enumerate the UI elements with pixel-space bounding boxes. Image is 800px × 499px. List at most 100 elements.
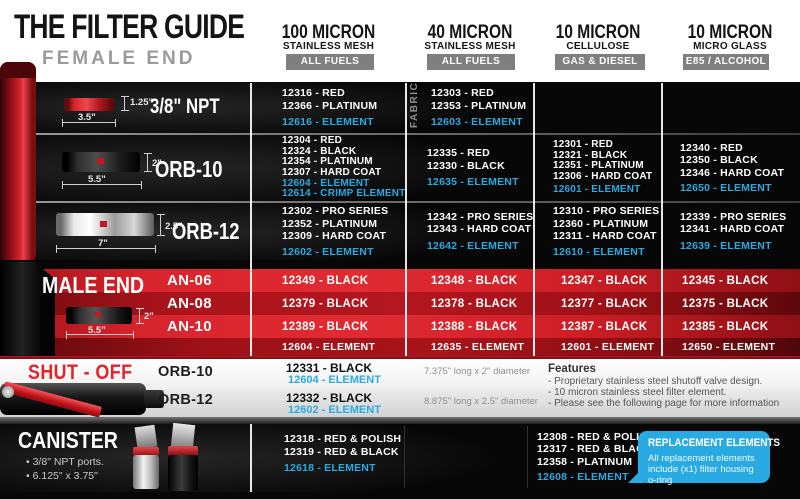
shutoff-part: 12331 - BLACK — [286, 361, 373, 375]
section-title-shutoff: SHUT - OFF — [28, 361, 133, 384]
column-media-100-micron: STAINLESS MESH — [282, 41, 375, 52]
male-part: 12389 - BLACK — [282, 320, 369, 333]
element-number: 12603 - ELEMENT — [431, 116, 523, 129]
feature-item: - Please see the following page for more… — [548, 398, 780, 409]
male-part: 12378 - BLACK — [431, 297, 518, 310]
dimension-height-orb10: 2" — [152, 158, 162, 169]
part-number: 12339 - PRO SERIES — [680, 210, 787, 223]
male-part: 12345 - BLACK — [682, 274, 769, 287]
element-number: 12614 - CRIMP ELEMENT — [282, 188, 406, 200]
column-header-40-micron: 40 MICRON — [427, 22, 513, 43]
cell-orb12-cellulose: 12310 - PRO SERIES 12360 - PLATINUM 1231… — [535, 204, 661, 259]
element-number: 12635 - ELEMENT — [427, 176, 519, 189]
dimension-line — [157, 214, 165, 236]
shutoff-size: 8.875" long x 2.5" diameter — [424, 396, 538, 407]
part-number: 12330 - BLACK — [427, 159, 505, 172]
male-row-bg-an10 — [0, 315, 800, 338]
section-title-canister: CANISTER — [18, 427, 118, 453]
column-divider — [661, 83, 663, 356]
part-number: 12352 - PLATINUM — [282, 217, 378, 230]
male-element: 12635 - ELEMENT — [431, 341, 525, 353]
male-part: 12387 - BLACK — [561, 320, 648, 333]
shutoff-size: 7.375" long x 2" diameter — [424, 366, 531, 377]
shutoff-top-border — [0, 356, 800, 359]
element-number: 12650 - ELEMENT — [680, 182, 772, 194]
column-divider — [250, 424, 252, 492]
cell-orb10-40micron: 12335 - RED 12330 - BLACK 12635 - ELEMEN… — [407, 136, 533, 200]
brand-mark — [100, 221, 107, 227]
male-part: 12385 - BLACK — [682, 320, 769, 333]
part-number: 12318 - RED & POLISH — [284, 433, 402, 446]
cell-orb12-micro-glass: 12339 - PRO SERIES 12341 - HARD COAT 126… — [663, 204, 800, 259]
features-title: Features — [548, 363, 596, 375]
dimension-length-npt: 3.5" — [78, 112, 96, 123]
male-row-bg-an08 — [0, 292, 800, 315]
male-element: 12650 - ELEMENT — [682, 341, 776, 353]
cell-orb10-cellulose: 12301 - RED 12321 - BLACK 12351 - PLATIN… — [535, 136, 661, 200]
male-part: 12348 - BLACK — [431, 274, 518, 287]
npt-filter-photo — [64, 98, 114, 111]
element-number: 12642 - ELEMENT — [427, 239, 519, 252]
row-separator — [0, 133, 800, 135]
section-title-male-end: MALE END — [42, 272, 145, 298]
red-filter-photo — [0, 62, 36, 260]
part-number: 12309 - HARD COAT — [282, 230, 387, 242]
part-number: 12360 - PLATINUM — [553, 217, 649, 230]
row-separator — [0, 201, 800, 203]
canister-silver-photo — [133, 455, 159, 489]
part-number: 12335 - RED — [427, 147, 490, 160]
part-number: 12342 - PRO SERIES — [427, 210, 534, 223]
element-number: 12639 - ELEMENT — [680, 239, 772, 252]
cell-orb12-40micron: 12342 - PRO SERIES 12343 - HARD COAT 126… — [407, 204, 533, 259]
part-number: 12317 - RED & BLACK — [537, 443, 652, 455]
column-header-10-micron-micro-glass: 10 MICRON — [687, 22, 773, 43]
part-number: 12351 - PLATINUM — [553, 160, 644, 172]
male-part: 12375 - BLACK — [682, 297, 769, 310]
cell-orb10-100micron: 12304 - RED 12324 - BLACK 12354 - PLATIN… — [252, 135, 406, 200]
dimension-height-npt: 1.25" — [130, 97, 153, 108]
fuel-badge-e85-alcohol: E85 / ALCOHOL — [683, 54, 769, 70]
cell-orb10-micro-glass: 12340 - RED 12350 - BLACK 12346 - HARD C… — [663, 136, 800, 200]
dimension-line — [136, 308, 144, 324]
part-number: 12353 - PLATINUM — [431, 99, 527, 112]
element-number: 12601 - ELEMENT — [553, 184, 641, 196]
male-part: 12349 - BLACK — [282, 274, 369, 287]
dimension-line — [62, 181, 142, 189]
shutoff-row-label-orb12: ORB-12 — [158, 392, 213, 408]
part-number: 12324 - BLACK — [282, 145, 357, 157]
dimension-line — [62, 119, 116, 127]
page-title: THE FILTER GUIDE — [14, 8, 245, 46]
part-number: 12354 - PLATINUM — [282, 156, 373, 168]
part-number: 12321 - BLACK — [553, 149, 628, 161]
shutoff-element: 12602 - ELEMENT — [288, 404, 381, 416]
canister-bullet: • 3/8" NPT ports. — [26, 456, 104, 468]
dimension-line — [56, 245, 156, 253]
column-media-micro-glass: MICRO GLASS — [693, 41, 767, 52]
cell-canister-cellulose: 12308 - RED & POLISH 12317 - RED & BLACK… — [533, 429, 663, 485]
section-subtitle-female-end: FEMALE END — [42, 48, 196, 69]
shutoff-valve-nose — [144, 390, 164, 408]
canister-red-cap — [133, 447, 159, 456]
column-divider — [405, 83, 407, 356]
row-label-orb12: ORB-12 — [172, 218, 240, 244]
shutoff-lever-pivot — [2, 386, 14, 398]
element-number: 12602 - ELEMENT — [282, 245, 374, 258]
male-row-label-an06: AN-06 — [167, 272, 212, 289]
replacement-elements-callout: REPLACEMENT ELEMENTS All replacement ele… — [638, 431, 780, 486]
shutoff-element: 12604 - ELEMENT — [288, 374, 381, 386]
canister-bullet: • 6.125" x 3.75" — [26, 470, 98, 482]
shutoff-bottom-band — [0, 417, 800, 424]
column-media-cellulose: CELLULOSE — [566, 41, 630, 52]
feature-item: - Proprietary stainless steel shutoff va… — [548, 376, 763, 387]
dimension-line — [144, 153, 152, 172]
male-part: 12388 - BLACK — [431, 320, 518, 333]
part-number: 12304 - RED — [282, 135, 343, 146]
part-number: 12319 - RED & BLACK — [284, 445, 399, 458]
male-row-bg-elements — [0, 338, 800, 356]
element-number: 12616 - ELEMENT — [282, 116, 374, 129]
part-number: 12311 - HARD COAT — [553, 230, 657, 242]
an-fitting-photo — [0, 262, 55, 356]
male-part: 12377 - BLACK — [561, 297, 648, 310]
fuel-badge-all-fuels-2: ALL FUELS — [427, 54, 515, 70]
